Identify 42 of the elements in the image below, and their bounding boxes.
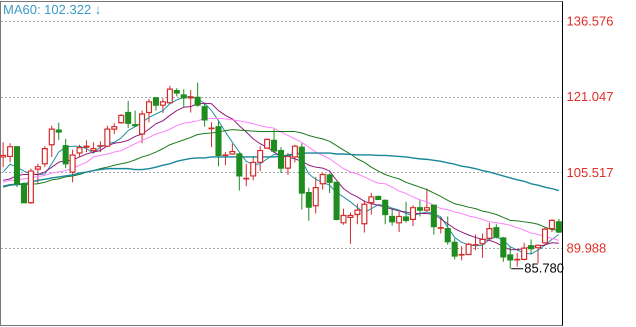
candlestick (222, 152, 228, 166)
candlestick (312, 176, 319, 214)
candlestick (180, 88, 187, 108)
candlestick (424, 188, 430, 213)
candlestick (70, 149, 76, 183)
y-tick-label: 89.988 (566, 240, 606, 256)
candlestick (56, 122, 62, 140)
y-tick-label: 105.517 (566, 164, 614, 180)
candlestick (486, 222, 492, 241)
candlestick (368, 192, 374, 215)
candlestick (125, 100, 132, 129)
candlestick (396, 212, 402, 233)
candlestick (410, 204, 416, 227)
candlestick (528, 238, 534, 254)
y-tick-label: 136.576 (566, 13, 614, 28)
candlestick (208, 122, 215, 148)
y-tick-label: 121.047 (566, 89, 614, 104)
candlestick (132, 110, 138, 128)
candlestick (62, 138, 69, 169)
candlestick (493, 224, 500, 239)
candlestick (139, 110, 146, 144)
candlestick (535, 244, 542, 264)
candlestick (430, 204, 437, 235)
candlestick (42, 146, 48, 168)
candlestick (152, 96, 159, 112)
candlestick (48, 125, 55, 158)
candlestick (416, 200, 423, 217)
candlestick (34, 163, 41, 184)
candlestick (438, 216, 444, 234)
candlestick (146, 98, 152, 123)
candlestick (188, 90, 194, 114)
candlestick (194, 82, 201, 108)
candlestick (556, 218, 562, 234)
candlestick (320, 172, 326, 190)
chart-title: MA60: 102.322 ↓ (3, 2, 102, 17)
candlestick (202, 103, 208, 128)
candlestick (403, 201, 410, 224)
candlestick (236, 152, 242, 192)
candlestick (243, 163, 250, 187)
candlestick (389, 208, 396, 226)
candlestick (229, 143, 236, 155)
candlestick (118, 113, 124, 124)
